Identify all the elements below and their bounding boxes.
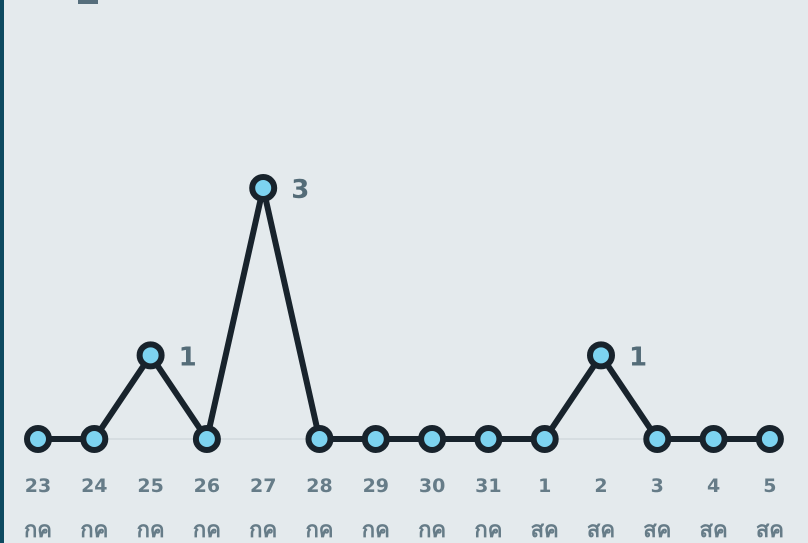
- panel-top-marker: [78, 0, 98, 4]
- x-tick-month: กค: [362, 518, 390, 543]
- x-tick-month: กค: [80, 518, 108, 543]
- series-line: [35, 187, 773, 447]
- data-point: [643, 425, 672, 453]
- data-point: [192, 425, 221, 453]
- data-point: [474, 425, 503, 453]
- data-label: 3: [291, 175, 309, 205]
- x-tick-day: 24: [81, 475, 107, 497]
- data-point: [361, 425, 390, 453]
- x-tick-day: 25: [137, 475, 163, 497]
- data-label: 1: [179, 342, 197, 372]
- x-tick-day: 28: [306, 475, 332, 497]
- x-tick-month: กค: [474, 518, 502, 543]
- x-tick-month: กค: [24, 518, 52, 543]
- data-point: [699, 425, 728, 453]
- x-tick-month: กค: [193, 518, 221, 543]
- x-tick-day: 3: [651, 475, 664, 497]
- x-tick-day: 1: [538, 475, 551, 497]
- x-tick-month: สค: [643, 518, 671, 543]
- x-tick-day: 4: [707, 475, 720, 497]
- x-tick-day: 30: [419, 475, 445, 497]
- x-tick-day: 26: [194, 475, 220, 497]
- x-tick-day: 29: [363, 475, 389, 497]
- data-point: [755, 425, 784, 453]
- panel-left-border: [0, 0, 4, 543]
- x-tick-day: 23: [25, 475, 51, 497]
- x-tick-month: กค: [137, 518, 165, 543]
- x-tick-day: 31: [475, 475, 501, 497]
- x-tick-month: สค: [531, 518, 559, 543]
- data-point: [24, 425, 52, 453]
- x-tick-month: กค: [249, 518, 277, 543]
- x-tick-month: สค: [587, 518, 615, 543]
- data-point: [530, 425, 559, 453]
- data-label: 1: [629, 342, 647, 372]
- x-tick-day: 27: [250, 475, 276, 497]
- x-tick-day: 5: [763, 475, 776, 497]
- data-point: [136, 341, 165, 370]
- x-tick-day: 2: [594, 475, 607, 497]
- x-tick-month: กค: [418, 518, 446, 543]
- data-point: [249, 174, 278, 202]
- data-point: [587, 341, 615, 370]
- data-point: [305, 425, 334, 453]
- data-point: [418, 425, 447, 453]
- x-tick-month: สค: [700, 518, 728, 543]
- x-tick-month: กค: [305, 518, 333, 543]
- x-tick-month: สค: [756, 518, 784, 543]
- data-point: [80, 425, 109, 453]
